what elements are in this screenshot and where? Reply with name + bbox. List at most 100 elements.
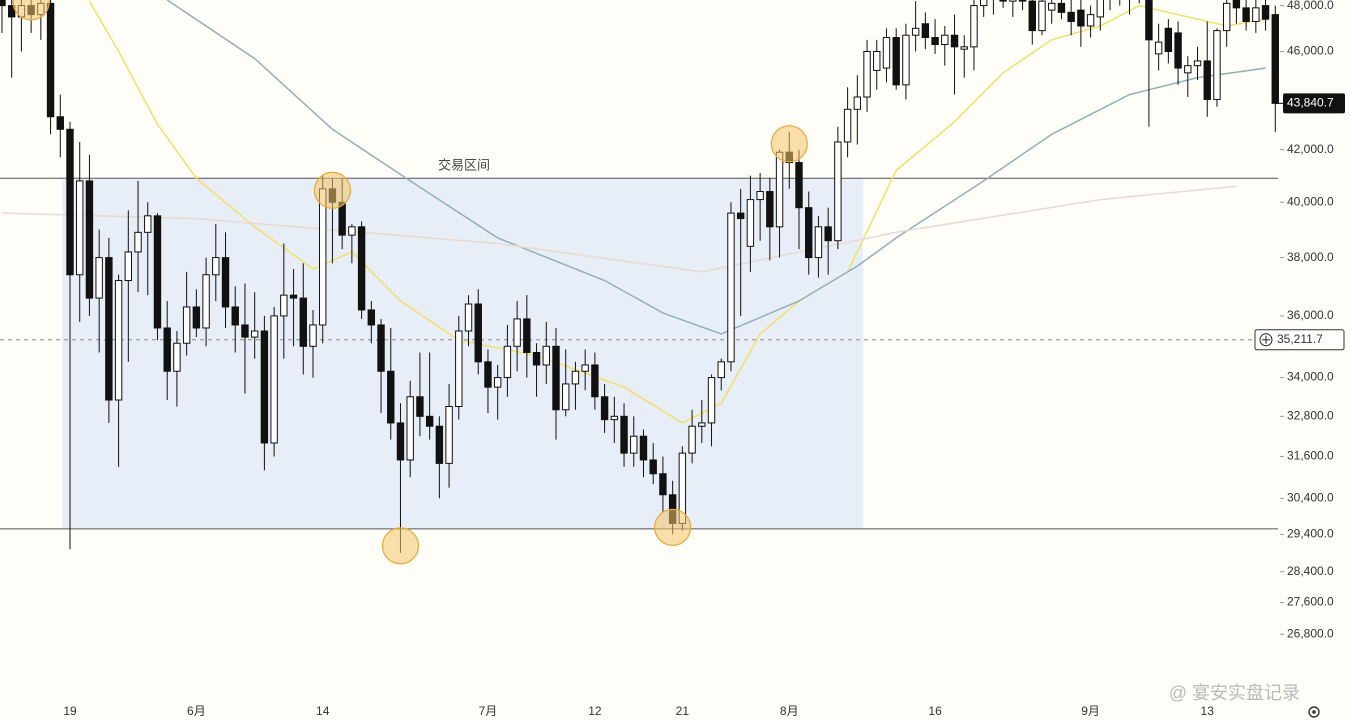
x-tick-label: 9月 — [1081, 704, 1100, 718]
candle-body — [134, 231, 142, 253]
candle-body — [1213, 30, 1221, 100]
candle-body — [532, 351, 541, 366]
candle-body — [0, 0, 6, 7]
candle-body — [1193, 60, 1202, 67]
candle-body — [746, 199, 755, 247]
candle-body — [941, 34, 949, 45]
candle-body — [377, 324, 385, 372]
candle-body — [95, 257, 103, 299]
candle-body — [7, 5, 16, 18]
last-price-label: 43,840.7 — [1287, 96, 1334, 110]
candle-body — [921, 23, 930, 39]
candle-body — [610, 415, 619, 421]
candle-body — [649, 459, 657, 475]
last-price-tag — [1283, 93, 1345, 114]
candle-body — [736, 212, 745, 220]
y-tick-label: 42,000.0 — [1287, 142, 1334, 156]
candle-body — [76, 180, 84, 276]
candle-body — [630, 435, 638, 454]
x-tick-label: 16 — [928, 704, 942, 718]
candle-body — [425, 415, 434, 427]
candle-body — [1252, 7, 1260, 22]
candle-body — [241, 324, 249, 338]
crosshair-label: 35,211.7 — [1277, 332, 1323, 346]
highlight-circle — [381, 527, 420, 565]
candle-body — [1067, 11, 1075, 22]
candle-body — [600, 396, 609, 421]
candle-body — [1038, 0, 1046, 32]
y-tick-label: 38,000.0 — [1287, 250, 1334, 264]
candle-body — [289, 294, 298, 299]
candle-body — [960, 46, 968, 50]
candle-body — [999, 0, 1007, 2]
candle-body — [212, 257, 220, 276]
candle-body — [309, 324, 317, 347]
y-tick-label: 36,000.0 — [1287, 308, 1334, 322]
settings-icon[interactable] — [1308, 706, 1320, 718]
moving-average-line — [166, 0, 1266, 335]
moving-average-line — [1, 185, 1237, 273]
axes: 48,000.0 46,000.0 42,000.0 40,000.0 38,000.0… — [63, 0, 1345, 718]
candle-body — [319, 188, 327, 326]
candle-body — [66, 128, 74, 276]
candle-body — [1009, 0, 1017, 2]
candle-body — [970, 5, 978, 48]
candle-body — [1145, 0, 1153, 41]
candle-body — [902, 34, 910, 86]
candle-body — [766, 191, 774, 228]
candle-body — [805, 207, 813, 259]
candle-body — [581, 364, 589, 372]
candle-body — [1018, 0, 1027, 2]
candle-body — [192, 306, 201, 329]
candle-body — [455, 330, 463, 408]
crosshair-tag — [1254, 329, 1345, 351]
candle-body — [873, 51, 881, 71]
y-tick-label: 34,000.0 — [1287, 370, 1334, 384]
candle-body — [46, 2, 55, 118]
candle-body — [1048, 2, 1056, 11]
candle-body — [591, 364, 599, 398]
candle-body — [571, 370, 580, 385]
candle-body — [260, 330, 269, 444]
candle-body — [892, 37, 900, 86]
candle-body — [1242, 7, 1250, 22]
y-tick-label: 27,600.0 — [1287, 595, 1334, 609]
candle-body — [270, 315, 278, 444]
y-tick-label: 32,800.0 — [1287, 409, 1334, 423]
candle-body — [406, 396, 414, 461]
highlight-circle — [654, 508, 692, 546]
candle-body — [513, 318, 521, 347]
candle-body — [163, 327, 171, 372]
candle-body — [173, 342, 181, 372]
x-tick-label: 7月 — [479, 704, 498, 718]
candle-body — [688, 425, 696, 454]
candle-body — [882, 37, 891, 69]
candle-body — [280, 294, 288, 317]
highlight-circle — [313, 171, 352, 209]
candle-body — [523, 318, 531, 353]
candle-body — [445, 406, 453, 464]
watermark: @ 宴安实盘记录 — [1169, 682, 1300, 703]
y-tick-label: 26,800.0 — [1287, 626, 1334, 640]
candle-body — [552, 345, 560, 411]
candle-body — [1232, 0, 1241, 9]
x-tick-label: 14 — [316, 704, 330, 718]
highlight-circle — [770, 125, 808, 163]
candle-body — [853, 96, 862, 110]
candle-body — [717, 361, 725, 379]
candle-body — [357, 226, 366, 311]
candle-body — [182, 306, 191, 344]
candle-body — [911, 27, 920, 36]
range-box — [62, 178, 864, 529]
candle-body — [659, 473, 667, 496]
y-tick-label: 48,000.0 — [1287, 0, 1334, 12]
candle-body — [474, 303, 482, 363]
candle-body — [562, 383, 570, 411]
candle-body — [484, 361, 492, 388]
crosshair-icon — [1259, 333, 1273, 347]
candle-body — [775, 151, 784, 228]
candle-body — [824, 226, 832, 242]
candle-body — [1154, 41, 1163, 55]
candle-body — [1096, 0, 1105, 18]
candle-body — [620, 415, 628, 454]
